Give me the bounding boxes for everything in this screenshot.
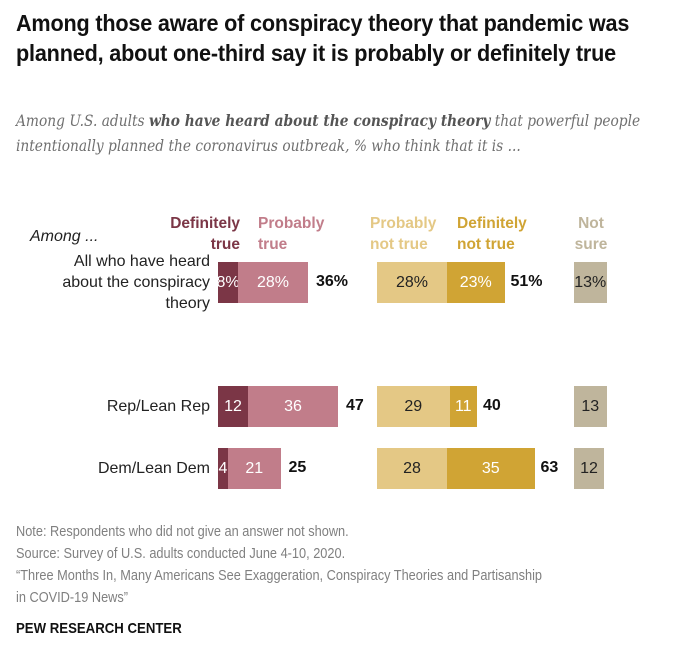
bar-value-label: 35 [481,459,500,477]
legend-not-sure-line2: sure [574,236,608,253]
legend-probably-not-true-line1: Probably [370,215,437,232]
bar-value-label: 36 [284,397,302,415]
legend-definitely-true-line2: true [210,236,240,253]
row-label-line: about the conspiracy [62,274,210,291]
footer-report-line1: “Three Months In, Many Americans See Exa… [16,568,543,584]
bar-value-label: 13 [581,397,600,415]
bar-definitely-true: 12 [218,386,248,427]
bar-probably-not-true: 29 [377,386,450,427]
row-label-line: All who have heard [73,253,210,270]
bar-probably-true: 28% [238,262,308,303]
footer-report-line2: in COVID-19 News” [16,590,129,606]
legend-definitely-not-true-line1: Definitely [457,215,527,232]
legend-not-sure: Not sure [574,213,608,255]
bar-definitely-true: 8% [216,262,240,303]
brand-logo-text: PEW RESEARCH CENTER [16,620,182,637]
chart-subtitle: Among U.S. adults who have heard about t… [16,108,670,158]
chart-title: Among those aware of conspiracy theory t… [16,10,630,66]
row-label-line: Dem/Lean Dem [97,460,210,477]
bar-not-sure: 12 [574,448,604,489]
row-label-line: theory [165,295,210,312]
row-label: Rep/Lean Rep [107,396,210,417]
net-true-label: 36% [316,273,349,290]
bar-value-label: 28% [395,273,429,291]
net-true-label: 47 [346,397,364,414]
bar-definitely-not-true: 11 [449,386,477,427]
bar-value-label: 11 [454,397,472,415]
subtitle-bold: who have heard about the conspiracy theo… [148,111,491,130]
legend-definitely-true-line1: Definitely [170,215,240,232]
bar-value-label: 13% [574,273,607,291]
bar-definitely-not-true: 23% [447,262,505,303]
bar-value-label: 28 [403,459,421,477]
legend-definitely-not-true: Definitely not true [457,213,527,255]
legend-probably-true-line1: Probably [258,215,325,232]
legend-probably-not-true: Probably not true [370,213,436,255]
net-true-label: 25 [288,459,307,476]
bar-probably-true: 36 [248,386,338,427]
bar-value-label: 12 [224,397,242,415]
row-label: Dem/Lean Dem [98,458,210,479]
legend-definitely-true: Definitely true [170,213,240,255]
bar-not-sure: 13 [574,386,607,427]
bar-value-label: 4 [218,459,228,477]
bar-value-label: 21 [245,459,264,477]
net-not-true-label: 51% [510,273,543,290]
bar-not-sure: 13% [574,262,607,303]
row-label: All who have heard about the conspiracy th… [62,251,210,314]
bar-value-label: 28% [256,273,290,291]
bar-probably-not-true: 28 [377,448,447,489]
footer-source: Source: Survey of U.S. adults conducted … [16,546,346,562]
bar-value-label: 12 [580,459,598,477]
bar-probably-true: 21 [228,448,281,489]
bar-probably-not-true: 28% [377,262,447,303]
subtitle-pre: Among U.S. adults [16,111,149,130]
footer-note: Note: Respondents who did not give an an… [16,524,349,540]
legend-not-sure-line1: Not [578,215,604,232]
row-label-line: Rep/Lean Rep [106,398,210,415]
legend-probably-not-true-line2: not true [370,236,428,253]
legend-definitely-not-true-line2: not true [457,236,515,253]
bar-definitely-not-true: 35 [447,448,535,489]
row-header: Among ... [30,228,99,245]
bar-value-label: 29 [404,397,423,415]
bar-value-label: 8% [216,273,240,291]
legend-probably-true: Probably true [258,213,324,255]
subtitle-post: that powerful people intentionally plann… [16,111,641,155]
net-not-true-label: 40 [483,397,501,414]
legend-probably-true-line2: true [258,236,288,253]
bar-value-label: 23% [459,273,492,291]
net-not-true-label: 63 [540,459,559,476]
bar-definitely-true: 4 [218,448,228,489]
